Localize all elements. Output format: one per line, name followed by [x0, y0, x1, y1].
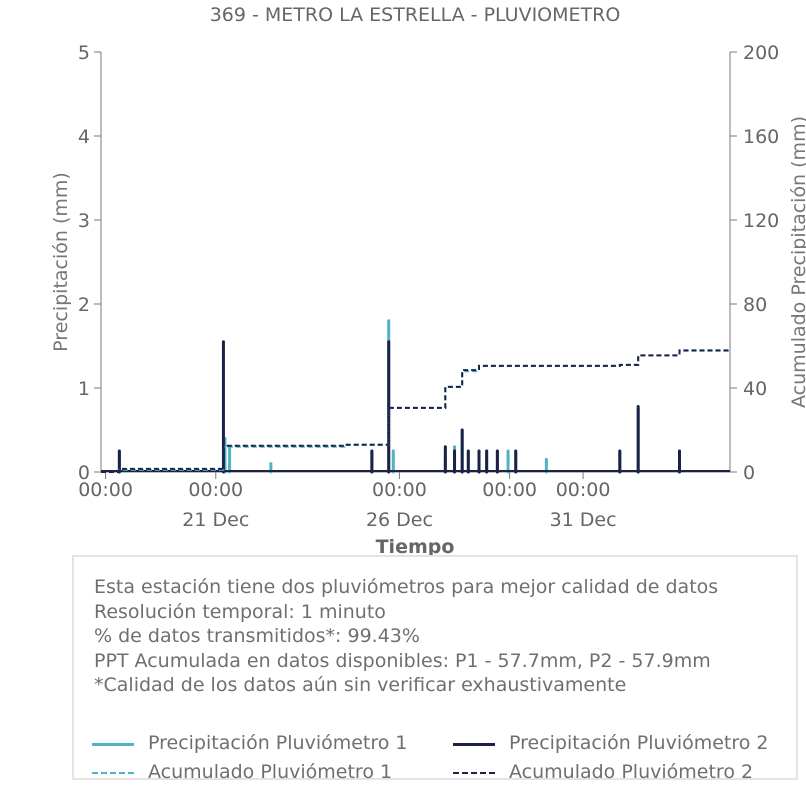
legend-swatch	[453, 743, 495, 746]
y-left-tick-label: 2	[78, 294, 90, 316]
legend-label: Precipitación Pluviómetro 1	[148, 732, 408, 754]
y-right-tick-label: 120	[743, 210, 779, 232]
y-left-tick-label: 3	[78, 210, 90, 232]
info-line: PPT Acumulada en datos disponibles: P1 -…	[94, 649, 711, 672]
cumulative-line	[101, 349, 730, 473]
x-tick-date-label: 26 Dec	[366, 509, 433, 531]
info-line: *Calidad de los datos aún sin verificar …	[94, 674, 627, 696]
legend-label: Acumulado Pluviómetro 2	[509, 761, 754, 783]
legend-swatch	[92, 743, 134, 746]
info-text: Esta estación tiene dos pluviómetros par…	[94, 575, 718, 698]
cumulative-line	[101, 349, 730, 473]
x-tick-label: 00:00	[482, 479, 537, 501]
y-right-tick-label: 40	[743, 378, 767, 400]
legend-swatch	[453, 772, 495, 774]
chart-title: 369 - METRO LA ESTRELLA - PLUVIOMETRO	[210, 4, 621, 26]
x-axis-label: Tiempo	[376, 536, 455, 558]
info-panel: Esta estación tiene dos pluviómetros par…	[72, 555, 798, 783]
x-tick-date-label: 21 Dec	[182, 509, 249, 531]
info-line: Esta estación tiene dos pluviómetros par…	[94, 576, 719, 598]
y-left-tick-label: 4	[78, 126, 90, 148]
legend-swatch	[92, 772, 134, 774]
y-right-tick-label: 160	[743, 126, 779, 148]
y-left-tick-label: 5	[78, 42, 90, 64]
info-line: % de datos transmitidos*: 99.43%	[94, 625, 420, 647]
legend-label: Acumulado Pluviómetro 1	[148, 761, 393, 783]
y-left-tick-label: 1	[78, 378, 90, 400]
y-axis-right-label: Acumulado Precipitación (mm)	[788, 116, 806, 408]
y-right-tick-label: 200	[743, 42, 779, 64]
x-tick-label: 00:00	[556, 479, 611, 501]
info-line: Resolución temporal: 1 minuto	[94, 600, 386, 623]
x-tick-date-label: 31 Dec	[550, 509, 617, 531]
y-right-tick-label: 80	[743, 294, 767, 316]
x-tick-label: 00:00	[188, 479, 243, 501]
x-tick-label: 00:00	[372, 479, 427, 501]
x-tick-label: 00:00	[78, 479, 133, 501]
chart-axes: 0 1 2 3 4 5 0 40 80 120 160 200 00:00 00:00 21 Dec 00:0…	[78, 42, 779, 531]
legend-label: Precipitación Pluviómetro 2	[509, 732, 769, 754]
y-right-tick-label: 0	[743, 462, 755, 484]
precip-series-layer	[101, 319, 730, 474]
y-axis-left-label: Precipitación (mm)	[50, 172, 72, 352]
cumulative-series-layer	[101, 349, 730, 473]
y-left-tick-label: 0	[78, 462, 90, 484]
rainfall-chart: 369 - METRO LA ESTRELLA - PLUVIOMETRO 0 1…	[50, 4, 806, 558]
